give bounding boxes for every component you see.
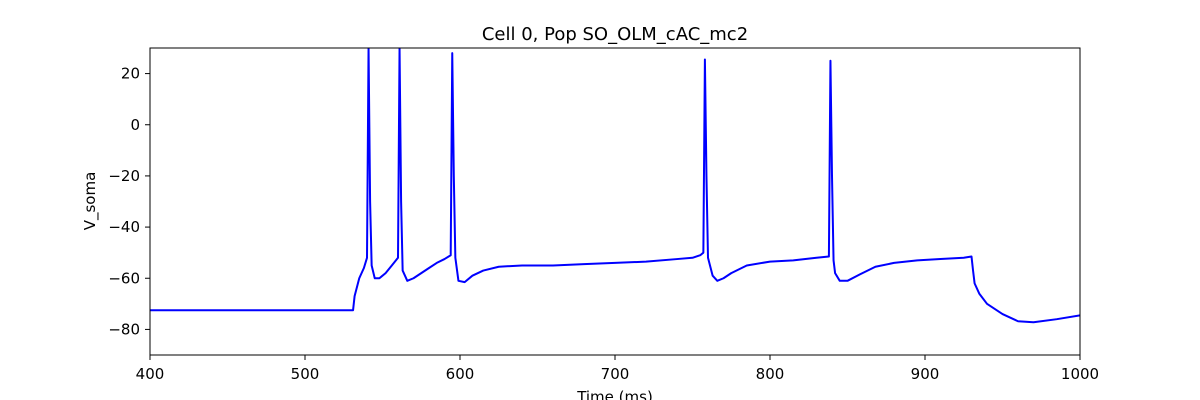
y-tick-label: −60: [108, 269, 140, 287]
series-layer: [150, 48, 1080, 324]
x-tick-label: 900: [911, 365, 940, 383]
plot-area: [150, 48, 1080, 355]
chart-title: Cell 0, Pop SO_OLM_cAC_mc2: [482, 24, 748, 45]
x-tick-label: 600: [446, 365, 475, 383]
y-tick-label: −40: [108, 218, 140, 236]
y-tick-label: 0: [130, 116, 140, 134]
y-axis-ticks: −80 −60 −40 −20 0 20: [108, 65, 150, 338]
y-tick-label: −20: [108, 167, 140, 185]
x-tick-label: 700: [601, 365, 630, 383]
x-axis-ticks: 400 500 600 700 800 900 1000: [136, 355, 1099, 383]
x-tick-label: 800: [756, 365, 785, 383]
x-tick-label: 1000: [1061, 365, 1099, 383]
y-tick-label: 20: [121, 65, 140, 83]
series-line-0: [150, 48, 1080, 324]
y-tick-label: −80: [108, 320, 140, 338]
y-axis-label: V_soma: [81, 172, 100, 231]
x-tick-label: 400: [136, 365, 165, 383]
x-tick-label: 500: [291, 365, 320, 383]
x-axis-label: Time (ms): [576, 388, 653, 400]
